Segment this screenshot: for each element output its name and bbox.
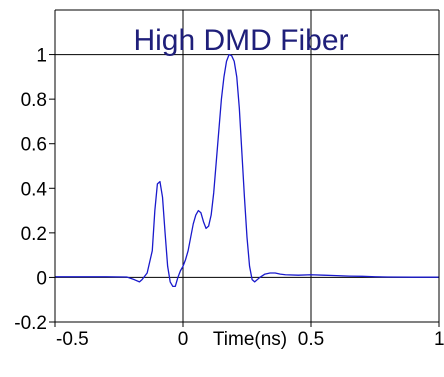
y-tick-label: 0.8	[21, 90, 47, 111]
plot-frame	[54, 9, 440, 323]
x-tick-label: 0.5	[298, 329, 324, 350]
y-tick-label: -0.2	[14, 313, 47, 334]
x-tick-label: 1	[434, 329, 444, 350]
y-tick-label: 1	[36, 46, 47, 67]
x-axis-label: Time(ns)	[213, 329, 287, 350]
series-layer	[55, 53, 439, 287]
y-tick-label: 0.4	[21, 179, 48, 200]
series-line	[55, 53, 439, 287]
y-tick-label: 0	[36, 268, 47, 289]
x-tick-label: 0	[178, 329, 189, 350]
y-tick-label: 0.2	[21, 224, 47, 245]
y-tick-label: 0.6	[21, 135, 47, 156]
x-tick-label: -0.5	[56, 329, 89, 350]
chart-title: High DMD Fiber	[133, 24, 348, 57]
axis-ticks: -0.2 0 0.2 0.4 0.6 0.8 1 -0.5 0 0.5 1	[14, 46, 444, 350]
